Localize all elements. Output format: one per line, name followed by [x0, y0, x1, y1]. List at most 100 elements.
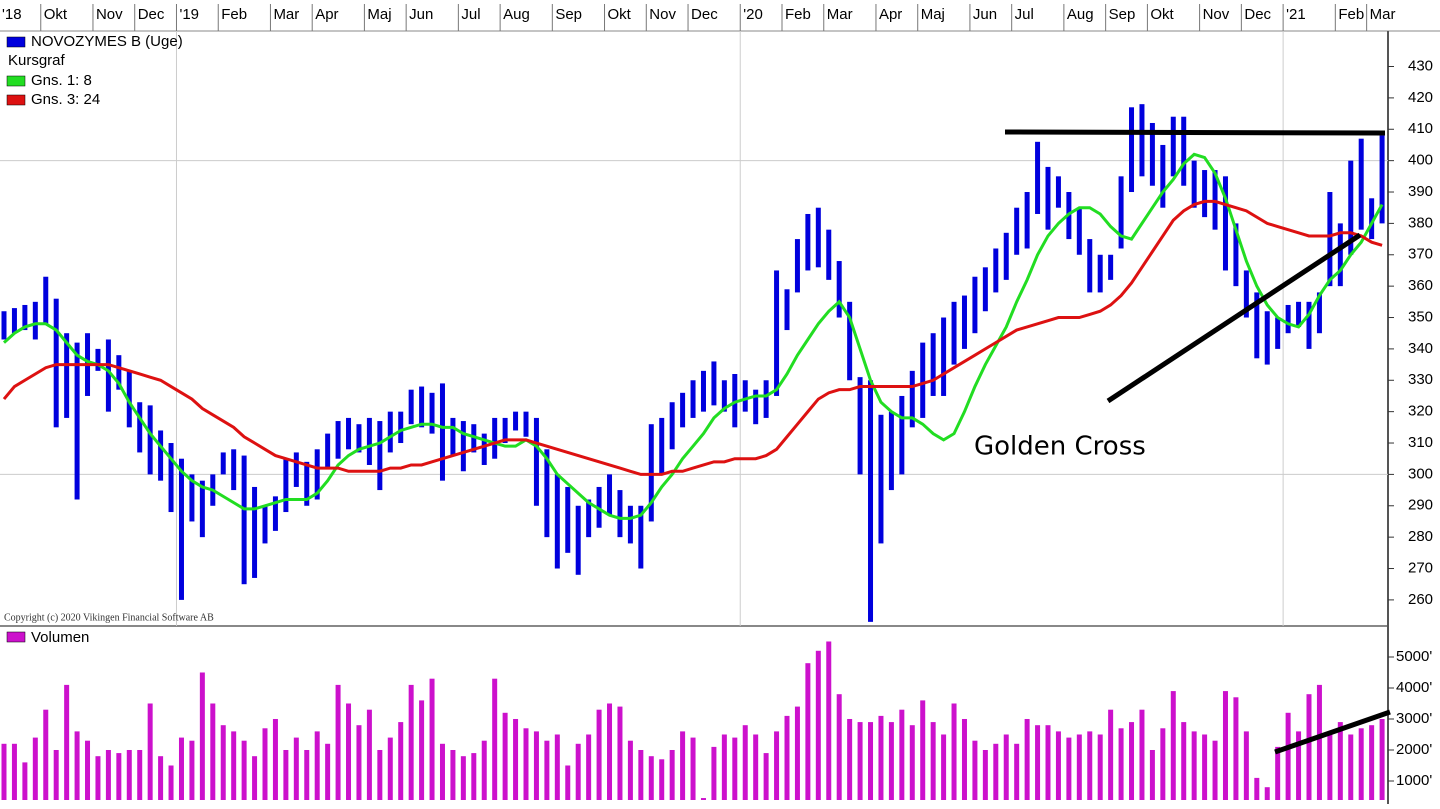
x-tick-label: '18	[2, 6, 22, 23]
volume-bar	[836, 694, 842, 800]
y-tick-label: 5000'	[1396, 648, 1432, 665]
volume-bar	[930, 722, 936, 800]
x-tick-label: Mar	[827, 6, 853, 23]
price-bar	[617, 490, 623, 538]
volume-bar	[252, 756, 258, 800]
price-bar	[126, 370, 132, 428]
price-bar	[627, 505, 633, 544]
price-bar	[481, 433, 487, 465]
price-bar	[168, 443, 174, 513]
volume-bar	[210, 703, 216, 800]
volume-bar	[158, 756, 164, 800]
x-tick-label: Dec	[1244, 6, 1271, 23]
volume-bar	[492, 678, 498, 800]
volume-bar	[1358, 728, 1364, 800]
volume-bar	[774, 731, 780, 800]
volume-bar	[648, 756, 654, 800]
price-bar	[1243, 270, 1249, 318]
price-bar	[1076, 207, 1082, 255]
volume-bar	[1243, 731, 1249, 800]
price-bar	[899, 395, 905, 475]
price-bar	[377, 421, 383, 491]
price-bar	[356, 424, 362, 453]
x-tick-label: '21	[1286, 6, 1306, 23]
legend-swatch	[6, 75, 26, 87]
volume-bar	[1055, 731, 1061, 800]
volume-bar	[700, 798, 706, 800]
legend-label: Gns. 3: 24	[31, 91, 100, 108]
price-bar	[32, 301, 38, 340]
price-bar	[1, 311, 7, 340]
y-tick-label: 280	[1408, 528, 1433, 545]
plot	[0, 31, 1388, 800]
price-bar	[1191, 160, 1197, 208]
price-bar	[586, 499, 592, 538]
volume-bar	[565, 765, 571, 800]
x-tick-label: Okt	[608, 6, 632, 23]
price-bar	[1035, 141, 1041, 214]
volume-bar	[1369, 725, 1375, 800]
volume-bar	[690, 737, 696, 800]
price-bar	[868, 380, 874, 622]
volume-bar	[471, 753, 477, 800]
x-tick-label: Aug	[1067, 6, 1094, 23]
volume-bar	[607, 703, 613, 800]
price-bar	[794, 239, 800, 293]
price-bar	[1316, 292, 1322, 334]
volume-bar	[43, 709, 49, 800]
volume-bar	[1254, 777, 1260, 800]
price-bar	[346, 417, 352, 450]
volume-bar	[304, 749, 310, 800]
volume-bar	[1181, 722, 1187, 800]
y-tick-label: 410	[1408, 120, 1433, 137]
volume-bar	[419, 700, 425, 800]
price-bar	[1264, 311, 1270, 365]
x-tick-label: '20	[743, 6, 763, 23]
price-bar	[1348, 160, 1354, 255]
moving-average-line	[2, 152, 1384, 520]
volume-bar	[481, 740, 487, 800]
volume-bar	[575, 743, 581, 800]
price-bar	[429, 392, 435, 434]
price-bar	[1139, 104, 1145, 177]
price-bar	[199, 480, 205, 538]
price-bar	[231, 449, 237, 491]
volume-bar	[241, 740, 247, 800]
price-bar	[544, 449, 550, 538]
x-tick-label: Dec	[691, 6, 718, 23]
y-tick-label: 2000'	[1396, 741, 1432, 758]
price-bar	[1003, 232, 1009, 280]
price-bar	[1285, 304, 1291, 334]
price-bar	[387, 411, 393, 453]
volume-bar	[805, 663, 811, 800]
price-bar	[669, 402, 675, 450]
volume-bar	[888, 722, 894, 800]
price-bar	[878, 414, 884, 544]
x-tick-label: Apr	[879, 6, 902, 23]
volume-bar	[982, 749, 988, 800]
volume-bar	[742, 725, 748, 800]
volume-bar	[1264, 787, 1270, 800]
volume-bar	[1233, 697, 1239, 800]
price-bar	[1129, 107, 1135, 193]
volume-bar	[1139, 709, 1145, 800]
price-bar	[241, 455, 247, 585]
volume-bar	[951, 703, 957, 800]
legend-swatch	[6, 631, 26, 643]
price-bar	[116, 355, 122, 390]
price-bar	[638, 505, 644, 569]
volume-bar	[439, 743, 445, 800]
volume-bar	[513, 718, 519, 800]
price-bar	[220, 452, 226, 475]
volume-bar	[137, 749, 143, 800]
price-bar	[1045, 166, 1051, 230]
price-bar	[888, 411, 894, 491]
y-tick-label: 420	[1408, 89, 1433, 106]
volume-bar	[1149, 749, 1155, 800]
price-bar	[419, 386, 425, 428]
price-bar	[1337, 223, 1343, 287]
price-bar	[1055, 176, 1061, 208]
volume-bar	[105, 749, 111, 800]
volume-bar	[1003, 734, 1009, 800]
price-bar	[533, 417, 539, 506]
